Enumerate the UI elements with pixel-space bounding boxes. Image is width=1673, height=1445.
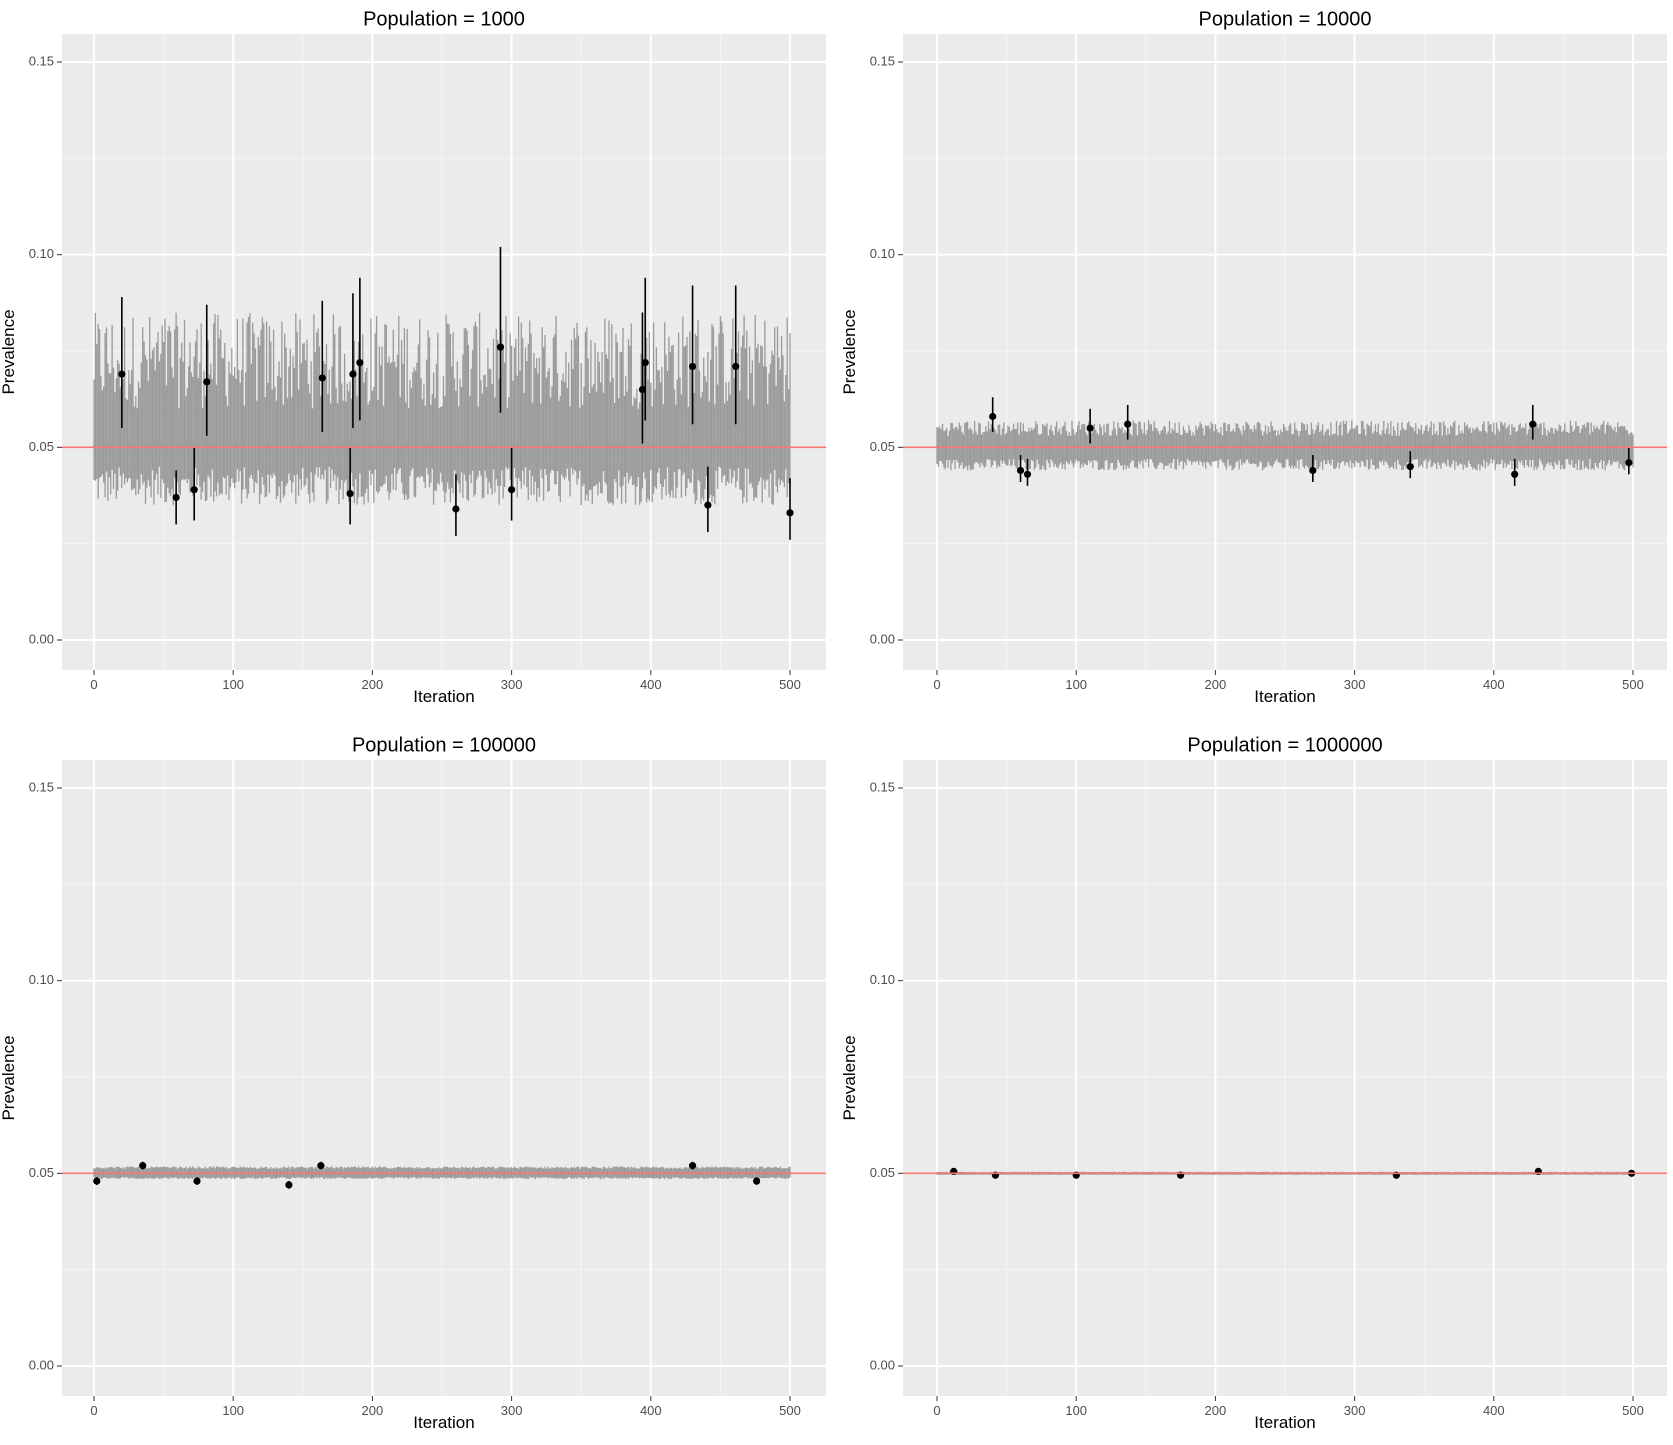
data-point: [1511, 470, 1519, 478]
data-point: [641, 358, 649, 367]
data-point: [688, 1162, 697, 1170]
x-tick-label: 200: [362, 677, 384, 692]
data-point: [989, 412, 997, 421]
data-point: [349, 370, 357, 378]
data-point: [732, 362, 740, 371]
data-point: [452, 505, 460, 513]
y-tick-label: 0.15: [870, 779, 895, 794]
data-point: [704, 501, 712, 509]
y-tick-label: 0.15: [29, 779, 54, 794]
y-tick-label: 0.10: [29, 972, 54, 987]
data-point: [752, 1177, 761, 1185]
data-point: [1016, 466, 1025, 475]
panel-4: Population = 1000000 0.00 0.05 0.10 0.15 0 100…: [840, 734, 1667, 1432]
panel-background: [62, 760, 826, 1396]
y-tick-label: 0.10: [870, 246, 895, 261]
y-tick-label: 0.05: [29, 1165, 54, 1180]
data-point: [356, 358, 364, 367]
x-tick-label: 100: [222, 1403, 244, 1418]
data-point: [193, 1177, 201, 1185]
x-tick-label: 300: [501, 1403, 523, 1418]
panel-title: Population = 1000: [363, 8, 525, 30]
panel-title: Population = 10000: [1199, 8, 1372, 30]
panel-1: Population = 1000 0.00 0.05 0.10 0.15 0 100 200…: [0, 8, 826, 706]
panel-title: Population = 1000000: [1187, 734, 1382, 756]
x-tick-label: 0: [933, 677, 940, 692]
x-tick-label: 100: [1065, 677, 1087, 692]
panel-title: Population = 100000: [352, 734, 536, 756]
x-tick-label: 400: [1483, 677, 1505, 692]
data-point: [93, 1177, 101, 1185]
y-tick-label: 0.15: [29, 53, 54, 68]
x-tick-label: 300: [1344, 677, 1366, 692]
data-point: [638, 385, 647, 394]
x-tick-label: 400: [1483, 1403, 1505, 1418]
x-tick-label: 500: [779, 1403, 801, 1418]
y-tick-label: 0.00: [29, 1357, 54, 1372]
data-point: [1023, 470, 1032, 478]
data-point: [118, 370, 126, 378]
data-point: [139, 1162, 147, 1170]
x-axis-title: Iteration: [1254, 1413, 1315, 1432]
x-tick-label: 0: [90, 1403, 97, 1418]
y-tick-label: 0.15: [870, 53, 895, 68]
data-point: [172, 493, 180, 502]
y-tick-label: 0.00: [29, 631, 54, 646]
x-tick-label: 400: [640, 1403, 662, 1418]
y-axis-title: Prevalence: [0, 1035, 18, 1120]
data-point: [1124, 420, 1132, 428]
x-tick-label: 300: [501, 677, 523, 692]
y-tick-label: 0.05: [870, 439, 895, 454]
x-tick-label: 100: [222, 677, 244, 692]
x-tick-label: 200: [362, 1403, 384, 1418]
x-axis-title: Iteration: [413, 687, 474, 706]
y-axis-title: Prevalence: [840, 1035, 859, 1120]
data-point: [190, 486, 198, 494]
x-tick-label: 400: [640, 677, 662, 692]
x-tick-label: 500: [779, 677, 801, 692]
y-axis-title: Prevalence: [0, 309, 18, 394]
data-point: [318, 374, 326, 382]
y-axis-title: Prevalence: [840, 309, 859, 394]
data-point: [346, 489, 354, 498]
y-tick-label: 0.00: [870, 1357, 895, 1372]
data-point: [1529, 420, 1537, 428]
data-point: [1309, 466, 1317, 475]
y-tick-label: 0.05: [29, 439, 54, 454]
x-tick-label: 500: [1622, 1403, 1644, 1418]
x-tick-label: 0: [90, 677, 97, 692]
x-tick-label: 200: [1205, 1403, 1227, 1418]
data-point: [1625, 459, 1633, 467]
y-tick-label: 0.05: [870, 1165, 895, 1180]
data-point: [1406, 463, 1414, 471]
panel-2: Population = 10000 0.00 0.05 0.10 0.15 0 100 20…: [840, 8, 1667, 706]
x-tick-label: 100: [1065, 1403, 1087, 1418]
interval-band: [93, 312, 791, 506]
data-point: [496, 343, 505, 351]
x-axis-title: Iteration: [413, 1413, 474, 1432]
data-point: [688, 362, 697, 371]
panel-3: Population = 100000 0.00 0.05 0.10 0.15 0 100 2…: [0, 734, 826, 1432]
y-tick-label: 0.10: [29, 246, 54, 261]
y-tick-label: 0.10: [870, 972, 895, 987]
data-point: [786, 509, 794, 517]
x-axis-title: Iteration: [1254, 687, 1315, 706]
x-tick-label: 0: [933, 1403, 940, 1418]
data-point: [203, 378, 211, 386]
x-tick-label: 300: [1344, 1403, 1366, 1418]
x-tick-label: 500: [1622, 677, 1644, 692]
data-point: [508, 486, 516, 494]
x-tick-label: 200: [1205, 677, 1227, 692]
data-point: [285, 1181, 293, 1189]
y-tick-label: 0.00: [870, 631, 895, 646]
data-point: [317, 1162, 325, 1170]
data-point: [1086, 424, 1094, 432]
